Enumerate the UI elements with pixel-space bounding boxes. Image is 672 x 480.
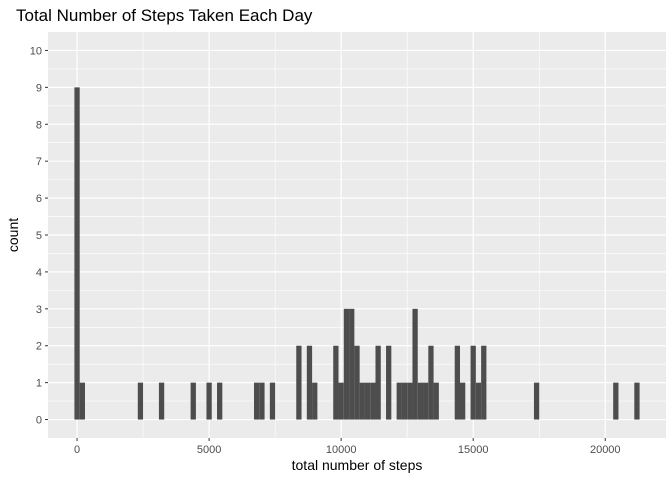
y-tick-label: 1	[36, 378, 42, 390]
histogram-bar	[417, 382, 424, 420]
y-tick-label: 4	[36, 267, 42, 279]
histogram-bar	[190, 382, 196, 420]
y-axis-title: count	[5, 218, 21, 252]
y-tick-label: 7	[36, 156, 42, 168]
histogram-bar	[349, 308, 355, 420]
x-tick-label: 20000	[590, 444, 621, 456]
x-axis: 0 5000 10000 15000 20000	[74, 438, 621, 456]
y-tick-label: 5	[36, 230, 42, 242]
histogram-bar	[354, 345, 360, 420]
histogram-bar	[481, 345, 487, 420]
histogram-bar	[396, 382, 402, 420]
histogram-bar	[533, 382, 540, 420]
histogram-bar	[333, 345, 339, 420]
x-tick-label: 5000	[197, 444, 221, 456]
y-tick-label: 2	[36, 341, 42, 353]
y-tick-label: 8	[36, 119, 42, 131]
histogram-bar	[454, 345, 460, 420]
x-axis-title: total number of steps	[292, 457, 423, 473]
histogram-bar	[343, 308, 350, 420]
y-tick-label: 3	[36, 304, 42, 316]
x-tick-label: 15000	[458, 444, 489, 456]
histogram-bar	[359, 382, 365, 420]
histogram-bar	[412, 308, 418, 420]
histogram-bar	[433, 382, 439, 420]
histogram-bar	[74, 87, 80, 420]
histogram-bar	[254, 382, 260, 420]
histogram-bar	[613, 382, 619, 420]
histogram-bar	[206, 382, 212, 420]
histogram-bar	[470, 345, 476, 420]
histogram-bar	[306, 345, 313, 420]
histogram-bars	[74, 87, 640, 420]
histogram-bar	[401, 382, 408, 420]
histogram-bar	[79, 382, 85, 420]
chart-title: Total Number of Steps Taken Each Day	[16, 6, 313, 25]
histogram-bar	[364, 382, 371, 420]
histogram-bar	[296, 345, 302, 420]
y-tick-label: 9	[36, 82, 42, 94]
x-tick-label: 0	[74, 444, 80, 456]
histogram-bar	[375, 345, 381, 420]
histogram-bar	[269, 382, 276, 420]
x-tick-label: 10000	[326, 444, 357, 456]
histogram-bar	[386, 345, 392, 420]
histogram-bar	[137, 382, 144, 420]
y-tick-label: 6	[36, 193, 42, 205]
histogram-bar	[338, 382, 344, 420]
y-tick-label: 10	[30, 45, 42, 57]
histogram-bar	[423, 382, 429, 420]
histogram-bar	[475, 382, 482, 420]
histogram-bar	[217, 382, 223, 420]
y-tick-label: 0	[36, 415, 42, 427]
histogram-bar	[370, 382, 376, 420]
histogram-bar	[634, 382, 640, 420]
histogram-bar	[407, 382, 413, 420]
histogram-bar	[158, 382, 165, 420]
histogram-bar	[460, 382, 466, 420]
y-axis: 0 1 2 3 4 5 6 7 8 9 10	[30, 45, 48, 427]
histogram-bar	[428, 345, 434, 420]
histogram-bar	[312, 382, 318, 420]
histogram-bar	[259, 382, 265, 420]
